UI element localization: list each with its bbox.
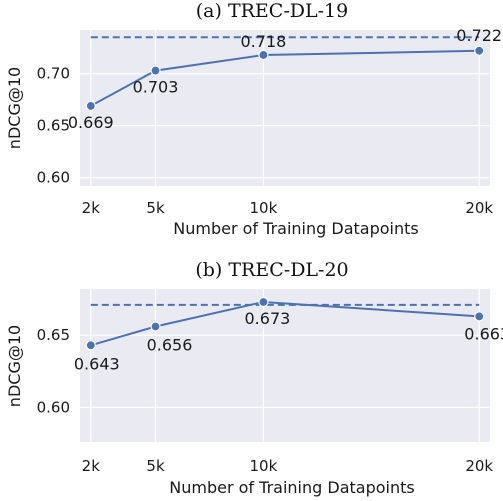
y-tick-labels: 0.60 0.65 0.70	[37, 65, 70, 187]
data-labels: 0.669 0.703 0.718 0.722	[68, 26, 502, 132]
x-axis-label: Number of Training Datapoints	[173, 219, 418, 238]
y-tick-label: 0.65	[37, 326, 70, 344]
y-tick-label: 0.60	[37, 398, 70, 416]
series-line	[90, 49, 480, 107]
x-tick-label: 5k	[146, 457, 165, 475]
data-point	[258, 296, 269, 308]
series-line	[90, 300, 480, 347]
data-point	[474, 45, 485, 56]
chart-panel-trec-dl-19: (a) TREC-DL-19 0.669 0.703 0.718 0.722 2k 5k…	[5, 0, 502, 238]
x-tick-label: 10k	[250, 199, 278, 217]
data-label: 0.718	[241, 32, 287, 51]
data-label: 0.669	[68, 113, 114, 132]
y-axis-label: nDCG@10	[5, 67, 24, 149]
data-points	[85, 296, 485, 351]
x-tick-label: 10k	[250, 457, 278, 475]
data-point	[150, 65, 161, 76]
x-tick-label: 5k	[146, 199, 165, 217]
x-axis-label: Number of Training Datapoints	[169, 478, 414, 497]
chart-title: (b) TREC-DL-20	[195, 259, 348, 281]
data-points	[85, 45, 485, 112]
plot-area	[80, 289, 490, 442]
data-label: 0.656	[147, 336, 193, 355]
data-label: 0.722	[456, 26, 502, 45]
data-label: 0.673	[245, 309, 291, 328]
series-polyline	[90, 49, 480, 107]
series-polyline	[90, 300, 480, 347]
data-label: 0.703	[133, 78, 179, 97]
y-axis-label: nDCG@10	[5, 325, 24, 407]
y-tick-label: 0.60	[37, 169, 70, 187]
grid-lines	[80, 289, 490, 442]
data-point	[258, 49, 269, 61]
data-point	[85, 100, 96, 112]
data-point	[474, 311, 485, 322]
data-labels: 0.643 0.656 0.673 0.663	[74, 309, 503, 373]
chart-panel-trec-dl-20: (b) TREC-DL-20 0.643 0.656 0.673 0.663 2k 5k…	[5, 259, 503, 497]
x-tick-labels: 2k 5k 10k 20k	[82, 199, 494, 217]
y-tick-labels: 0.60 0.65	[37, 326, 70, 416]
data-label: 0.643	[74, 354, 120, 373]
x-tick-label: 2k	[82, 457, 101, 475]
plot-area	[80, 30, 490, 186]
data-point	[85, 340, 96, 351]
x-tick-label: 20k	[465, 457, 493, 475]
y-tick-label: 0.65	[37, 117, 70, 135]
x-tick-labels: 2k 5k 10k 20k	[82, 457, 494, 475]
x-tick-label: 2k	[82, 199, 101, 217]
x-tick-label: 20k	[465, 199, 493, 217]
data-point	[150, 321, 161, 332]
chart-title: (a) TREC-DL-19	[196, 0, 348, 22]
y-tick-label: 0.70	[37, 65, 70, 83]
data-label: 0.663	[464, 324, 503, 343]
